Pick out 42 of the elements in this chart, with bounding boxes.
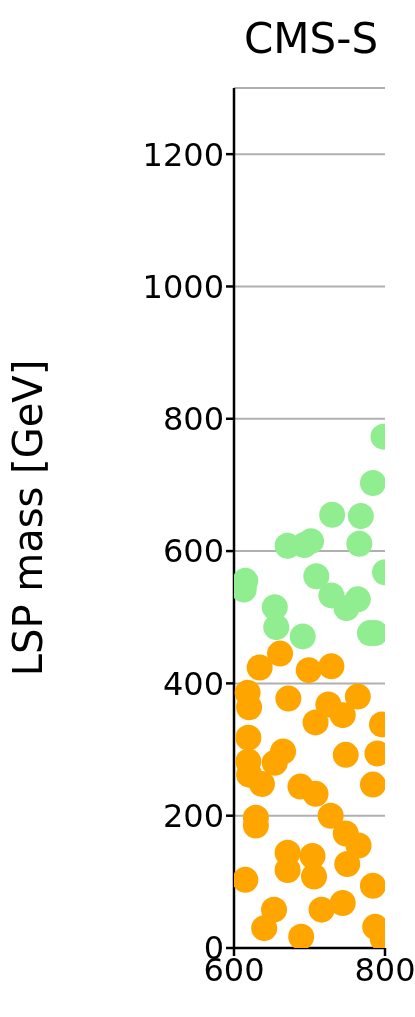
point xyxy=(302,709,329,736)
point xyxy=(251,915,278,942)
point xyxy=(263,614,290,641)
y-tick-label: 200 xyxy=(162,797,224,836)
point xyxy=(329,702,356,729)
point xyxy=(317,802,344,829)
point xyxy=(347,503,374,530)
point xyxy=(295,657,322,684)
y-tick-label: 800 xyxy=(162,400,224,439)
y-tick-label: 600 xyxy=(162,532,224,571)
y-tick-label: 1000 xyxy=(142,267,224,306)
y-tick-label: 1200 xyxy=(142,135,224,174)
point xyxy=(275,685,302,712)
point xyxy=(248,770,275,797)
point xyxy=(298,528,325,555)
point xyxy=(235,724,262,751)
point xyxy=(302,780,329,807)
point xyxy=(261,896,288,923)
point xyxy=(319,501,346,528)
point xyxy=(270,738,297,765)
point xyxy=(301,863,328,890)
point xyxy=(344,683,371,710)
chart-title: CMS-S xyxy=(244,14,379,63)
point xyxy=(303,563,330,590)
point xyxy=(359,771,385,798)
y-tick-label: 400 xyxy=(162,664,224,703)
point xyxy=(267,640,294,667)
point xyxy=(246,654,273,681)
point xyxy=(344,586,371,613)
point xyxy=(318,653,345,680)
point xyxy=(289,623,316,650)
point xyxy=(308,896,335,923)
point xyxy=(329,890,356,917)
point xyxy=(359,872,385,899)
point xyxy=(345,832,372,859)
point xyxy=(234,866,259,893)
point xyxy=(346,530,373,557)
point xyxy=(359,469,385,496)
y-axis-title: LSP mass [GeV] xyxy=(5,359,52,677)
point xyxy=(332,741,359,768)
point xyxy=(334,850,361,877)
point xyxy=(288,923,315,948)
